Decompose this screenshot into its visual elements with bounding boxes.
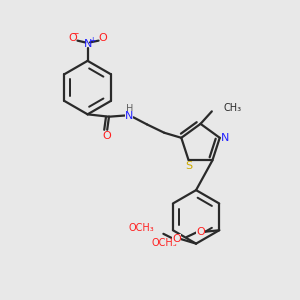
Text: O: O xyxy=(98,33,107,43)
Text: N: N xyxy=(221,133,229,143)
Text: O: O xyxy=(172,234,181,244)
Text: S: S xyxy=(185,161,192,171)
Text: +: + xyxy=(89,35,95,44)
Text: CH₃: CH₃ xyxy=(223,103,241,113)
Text: O: O xyxy=(196,227,205,237)
Text: OCH₃: OCH₃ xyxy=(151,238,177,248)
Text: N: N xyxy=(125,111,134,121)
Text: −: − xyxy=(71,28,79,37)
Text: OCH₃: OCH₃ xyxy=(128,223,154,233)
Text: O: O xyxy=(102,131,111,141)
Text: N: N xyxy=(83,40,92,50)
Text: H: H xyxy=(125,104,133,114)
Text: O: O xyxy=(68,33,77,43)
